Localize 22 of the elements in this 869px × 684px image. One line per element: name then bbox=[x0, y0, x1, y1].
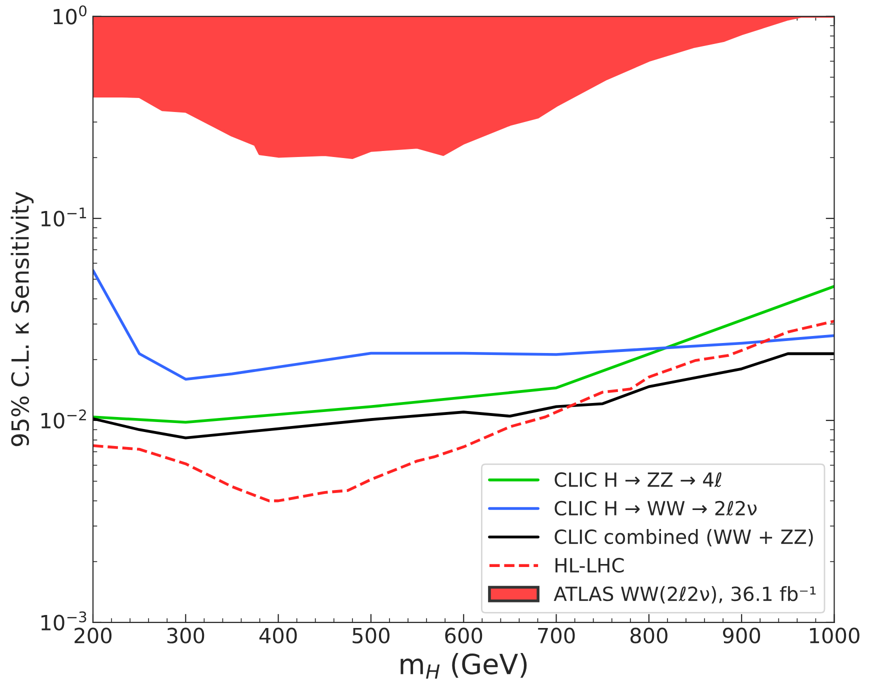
x-tick-label: 900 bbox=[723, 628, 760, 644]
x-tick-label: 800 bbox=[630, 628, 668, 644]
y-tick-label: 10$^{0}$ bbox=[54, 5, 86, 24]
x-tick-label: 300 bbox=[167, 628, 204, 644]
y-tick-label: 10$^{−2}$ bbox=[41, 409, 86, 428]
legend-label: CLIC combined (WW + ZZ) bbox=[554, 529, 813, 546]
line-series bbox=[92, 352, 834, 440]
x-tick-label: 700 bbox=[538, 628, 575, 644]
legend-label: ATLAS WW(2ℓ2ν), 36.1 fb⁻¹ bbox=[554, 586, 816, 604]
x-tick-label: 500 bbox=[352, 628, 390, 644]
line-series bbox=[92, 320, 834, 502]
line-series bbox=[92, 284, 834, 424]
legend-label: CLIC H → ZZ → 4ℓ bbox=[554, 472, 722, 488]
y-tick-label: 10$^{−1}$ bbox=[41, 208, 86, 226]
x-axis-title: m$_{H}$ (GeV) bbox=[400, 653, 527, 679]
x-tick-label: 400 bbox=[259, 628, 297, 644]
x-tick-label: 1000 bbox=[810, 628, 860, 644]
legend-label: HL-LHC bbox=[556, 558, 624, 573]
legend-label: CLIC H → WW → 2ℓ2ν bbox=[554, 500, 757, 516]
line-series bbox=[92, 269, 834, 381]
y-axis-title: 95% C.L. κ Sensitivity bbox=[10, 192, 34, 446]
x-tick-label: 600 bbox=[445, 628, 482, 644]
